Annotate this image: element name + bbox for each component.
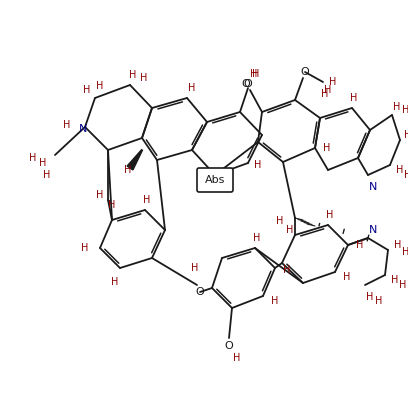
Text: H: H [111,277,119,287]
Text: N: N [369,182,377,192]
Text: H: H [322,89,329,99]
Text: H: H [81,243,89,253]
Text: H: H [283,265,290,275]
Text: H: H [404,170,408,180]
Text: H: H [251,69,258,79]
Text: H: H [140,73,148,83]
FancyBboxPatch shape [197,168,233,192]
Text: H: H [404,130,408,140]
Text: H: H [96,190,104,200]
Text: H: H [39,158,47,168]
Polygon shape [127,150,142,170]
Text: H: H [393,102,401,112]
Text: H: H [83,85,91,95]
Text: H: H [356,240,364,250]
Text: H: H [343,272,351,282]
Text: H: H [253,233,261,243]
Text: H: H [254,160,262,170]
Text: H: H [375,296,383,306]
Text: O: O [242,79,251,89]
Text: H: H [366,292,374,302]
Text: H: H [29,153,37,163]
Text: H: H [188,83,196,93]
Text: H: H [286,225,294,235]
Text: H: H [391,275,399,285]
Text: N: N [79,124,87,134]
Text: H: H [252,69,259,79]
Text: N: N [369,225,377,235]
Text: H: H [191,263,199,273]
Text: H: H [394,240,402,250]
Text: H: H [329,77,337,87]
Text: H: H [129,70,137,80]
Text: H: H [143,195,151,205]
Text: H: H [43,170,51,180]
Text: Abs: Abs [205,175,225,185]
Text: H: H [399,280,407,290]
Text: H: H [271,296,279,306]
Text: O: O [195,287,204,297]
Text: H: H [276,216,284,226]
Text: H: H [324,85,332,95]
Text: H: H [396,165,404,175]
Text: H: H [402,105,408,115]
Text: H: H [323,143,331,153]
Text: O: O [225,341,233,351]
Text: H: H [350,93,358,103]
Text: H: H [326,210,334,220]
Text: H: H [233,353,241,363]
Text: O: O [301,67,309,77]
Text: H: H [96,81,104,91]
Text: H: H [124,165,132,175]
Text: H: H [402,247,408,257]
Text: H: H [108,200,116,210]
Text: O: O [244,79,253,89]
Text: H: H [63,120,71,130]
